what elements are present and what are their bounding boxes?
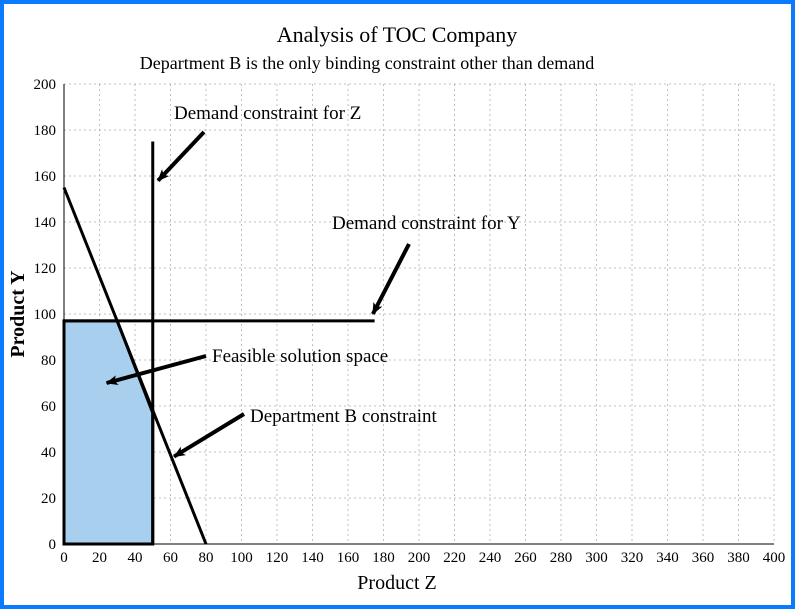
y-tick-label: 40 [41,445,56,461]
y-tick-label: 120 [34,261,57,277]
x-tick-label: 20 [92,550,107,566]
chart-title: Analysis of TOC Company [277,22,518,47]
x-tick-label: 240 [479,550,502,566]
dept-b-annotation: Department B constraint [250,406,438,427]
x-tick-label: 220 [443,550,466,566]
x-axis-label: Product Z [357,572,436,594]
feasible-annotation: Feasible solution space [212,346,388,367]
x-tick-label: 160 [337,550,360,566]
y-tick-label: 0 [49,537,57,553]
x-tick-label: 200 [408,550,431,566]
x-tick-label: 280 [550,550,573,566]
y-axis-label: Product Y [7,270,29,358]
x-tick-label: 300 [585,550,608,566]
x-tick-label: 120 [266,550,289,566]
x-tick-label: 140 [301,550,324,566]
x-tick-label: 360 [692,550,715,566]
plot-area: 0204060801001201401601802002202402602803… [34,77,786,566]
feasible-region [64,321,153,544]
y-tick-label: 60 [41,399,56,415]
y-tick-label: 200 [34,77,57,93]
x-tick-label: 100 [230,550,253,566]
y-tick-label: 180 [34,123,57,139]
demand-y-arrow [373,244,409,314]
x-tick-label: 260 [514,550,537,566]
demand-z-arrow [158,132,204,181]
y-tick-label: 80 [41,353,56,369]
x-tick-label: 380 [727,550,750,566]
x-tick-label: 340 [656,550,679,566]
y-tick-label: 100 [34,307,57,323]
x-tick-label: 320 [621,550,644,566]
x-tick-label: 40 [128,550,143,566]
y-tick-label: 160 [34,169,57,185]
y-tick-label: 140 [34,215,57,231]
x-tick-label: 60 [163,550,178,566]
y-tick-label: 20 [41,491,56,507]
x-tick-label: 0 [60,550,68,566]
x-tick-label: 400 [763,550,786,566]
chart-frame: { "canvas": { "width": 795, "height": 60… [0,0,795,609]
chart-subtitle: Department B is the only binding constra… [140,53,594,73]
demand-y-annotation: Demand constraint for Y [332,213,521,234]
x-tick-label: 180 [372,550,395,566]
demand-z-annotation: Demand constraint for Z [174,103,361,124]
chart-svg: Analysis of TOC Company Department B is … [4,4,791,605]
dept-b-arrow [174,414,244,457]
x-tick-label: 80 [199,550,214,566]
